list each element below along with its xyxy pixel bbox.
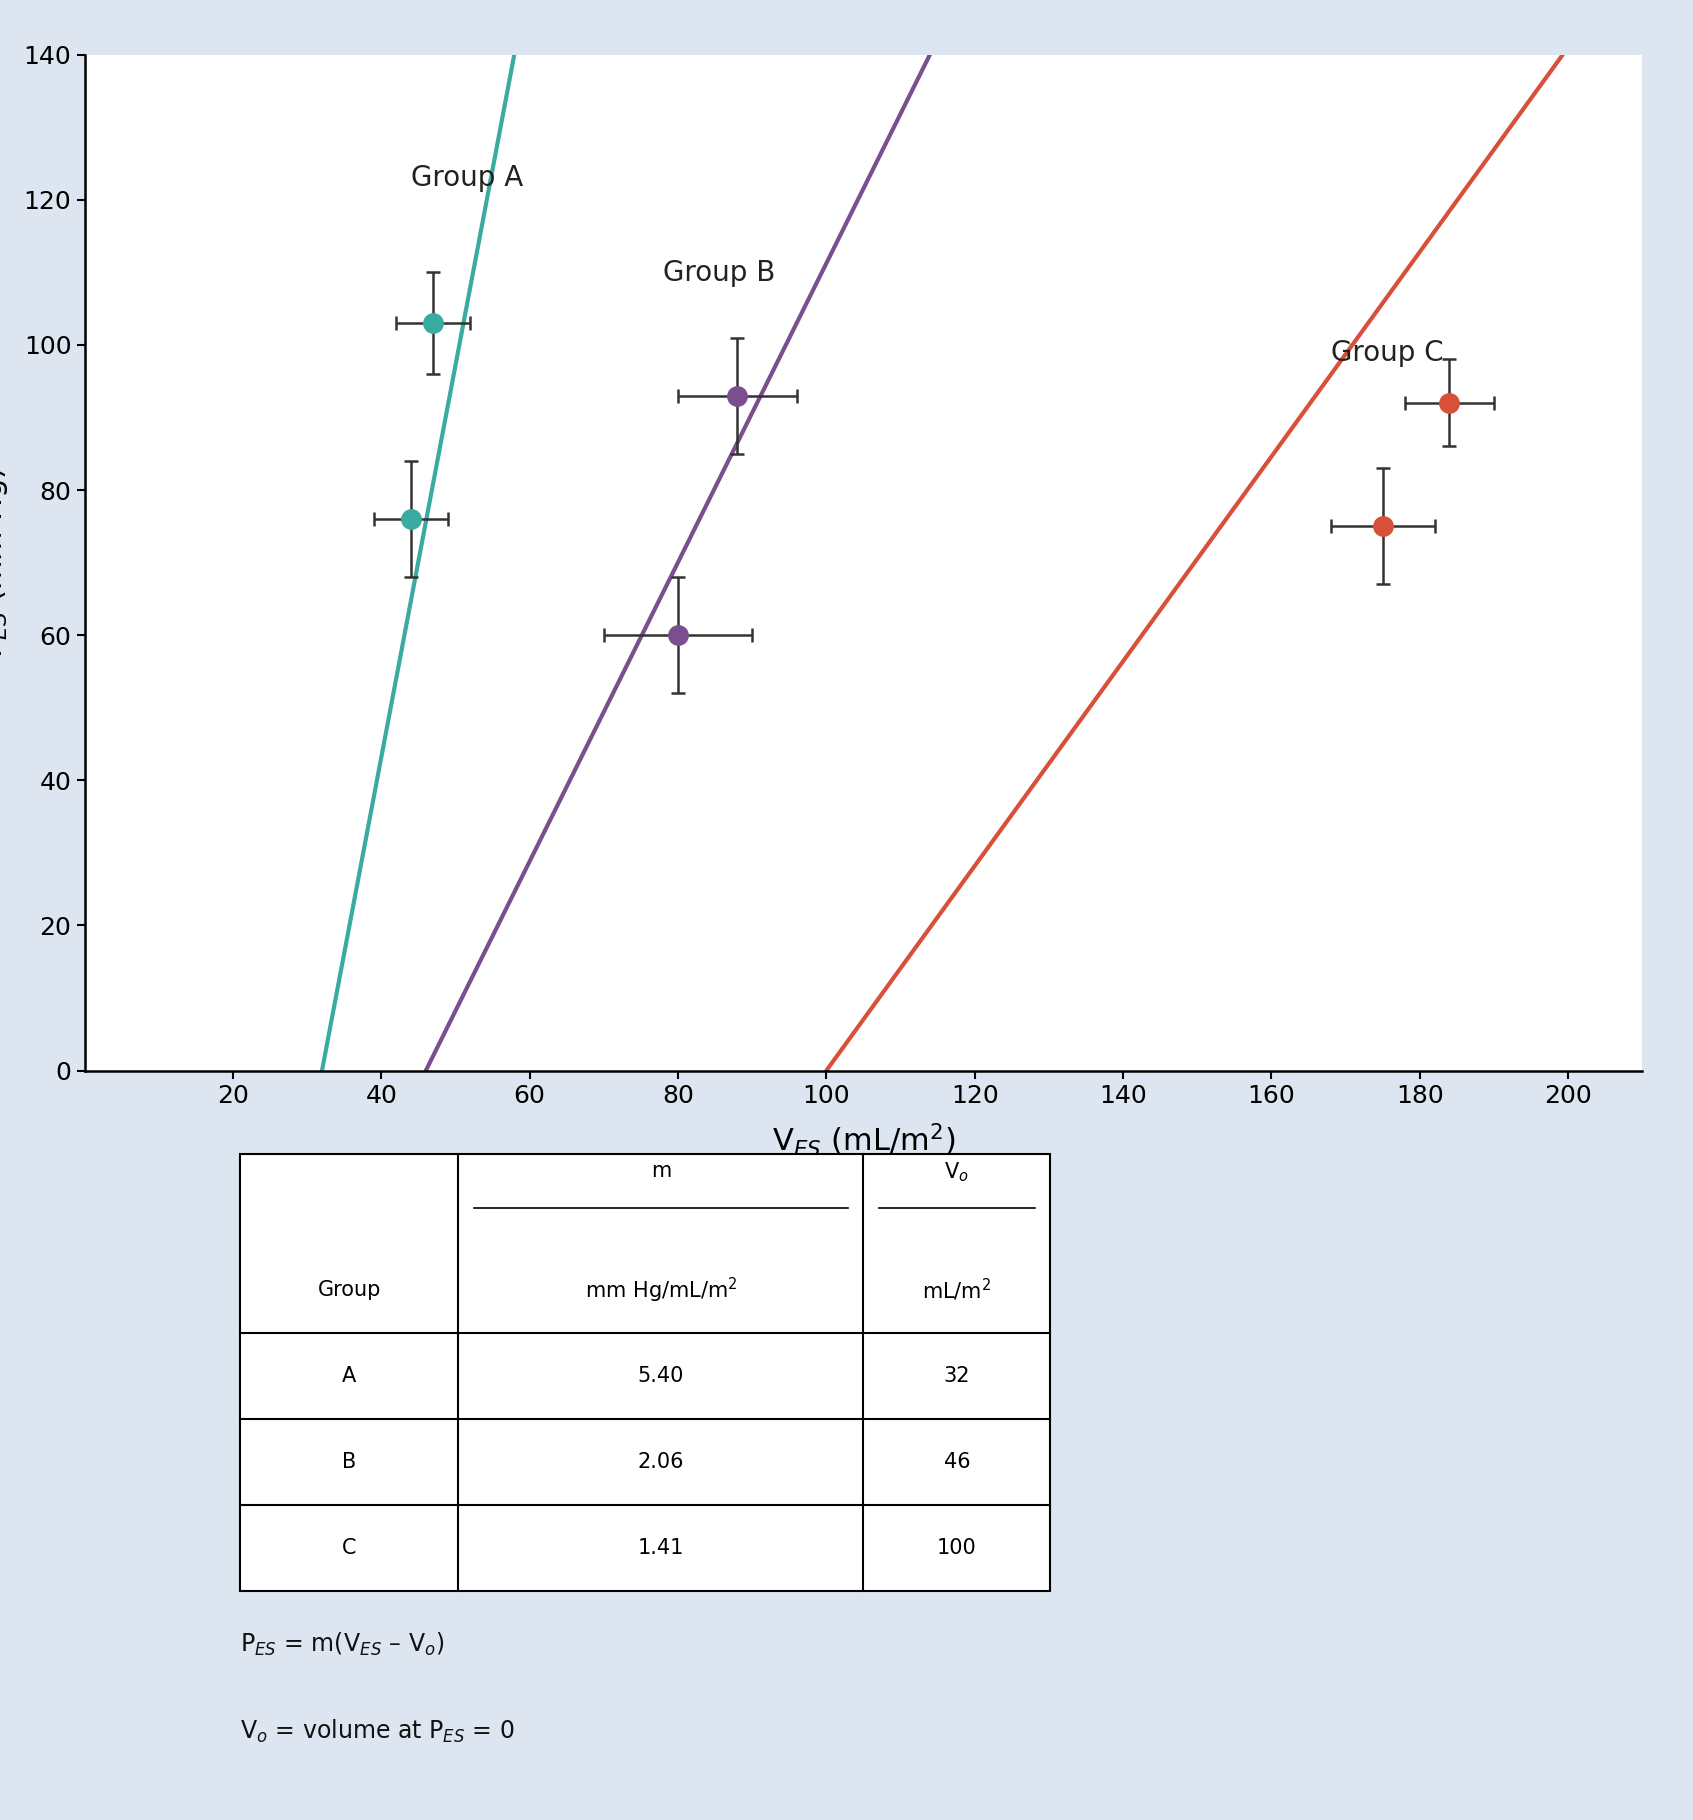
Text: 32: 32: [943, 1367, 970, 1387]
Text: 46: 46: [943, 1452, 970, 1472]
Text: 1.41: 1.41: [638, 1538, 684, 1558]
Text: 100: 100: [936, 1538, 977, 1558]
Text: mm Hg/mL/m$^2$: mm Hg/mL/m$^2$: [584, 1276, 736, 1305]
Text: Group C: Group C: [1331, 339, 1444, 366]
Text: V$_o$: V$_o$: [945, 1161, 970, 1185]
Bar: [240, 1154, 1050, 1591]
Text: V$_o$ = volume at P$_{ES}$ = 0: V$_o$ = volume at P$_{ES}$ = 0: [240, 1718, 515, 1745]
Text: B: B: [342, 1452, 357, 1472]
Text: P$_{ES}$ = m(V$_{ES}$ – V$_o$): P$_{ES}$ = m(V$_{ES}$ – V$_o$): [240, 1631, 445, 1658]
Text: m: m: [650, 1161, 670, 1181]
Text: Group B: Group B: [664, 258, 775, 288]
Text: Group A: Group A: [411, 164, 523, 193]
Text: 5.40: 5.40: [638, 1367, 684, 1387]
Text: C: C: [342, 1538, 357, 1558]
Text: A: A: [342, 1367, 357, 1387]
Text: Group: Group: [318, 1279, 381, 1299]
Text: mL/m$^2$: mL/m$^2$: [923, 1278, 992, 1303]
X-axis label: V$_{ES}$ (mL/m$^2$): V$_{ES}$ (mL/m$^2$): [772, 1121, 955, 1159]
Text: 2.06: 2.06: [638, 1452, 684, 1472]
Y-axis label: P$_{ES}$ (mm Hg): P$_{ES}$ (mm Hg): [0, 468, 10, 659]
